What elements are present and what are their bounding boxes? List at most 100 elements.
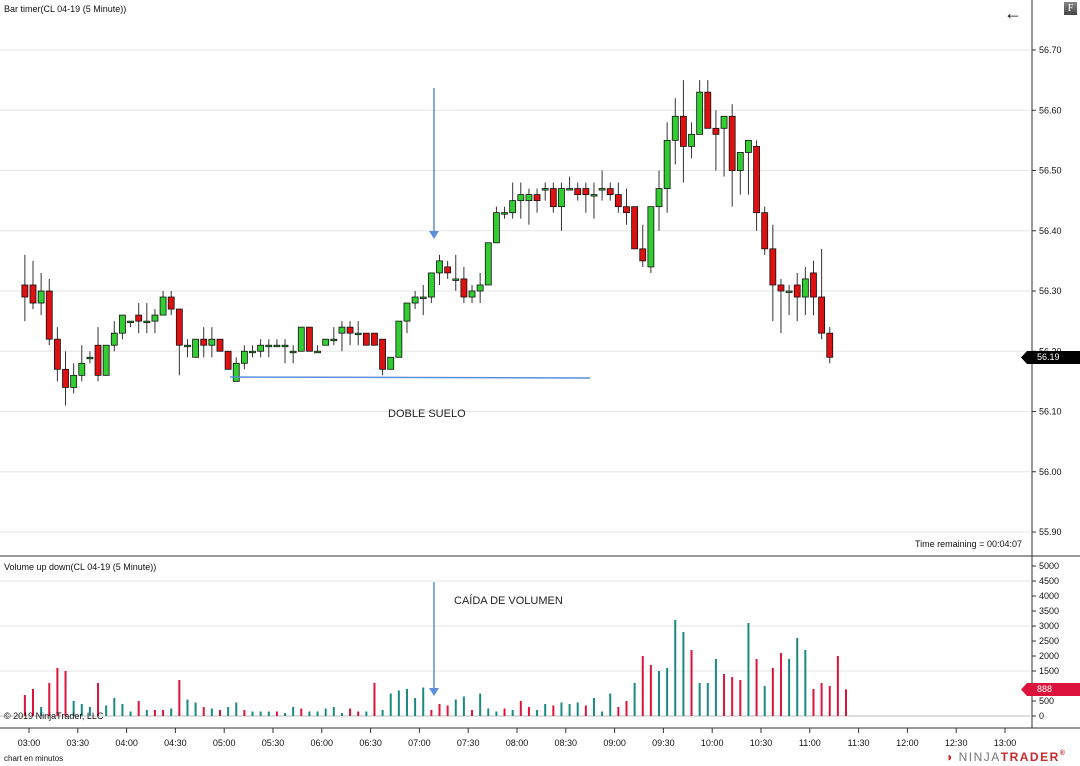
candle-body: [647, 206, 655, 268]
price-tick-label: 56.00: [1039, 467, 1062, 477]
candle-body: [761, 212, 769, 250]
candle-body: [102, 344, 110, 376]
volume-tick-label: 4500: [1039, 576, 1059, 586]
time-tick-label: 04:00: [115, 738, 138, 748]
candle-body: [192, 338, 200, 358]
candle-body: [240, 350, 248, 364]
candle-body: [110, 332, 118, 346]
candle-body: [566, 188, 573, 191]
price-arrow-head-icon: [429, 231, 439, 239]
back-arrow-icon[interactable]: ←: [1004, 3, 1022, 23]
candle-body: [436, 260, 443, 274]
candle-body: [338, 326, 346, 334]
candle-body: [484, 242, 492, 286]
candle-body: [614, 194, 622, 208]
volume-tick-label: 500: [1039, 696, 1054, 706]
ninjatrader-logo: ◑ NINJATRADER®: [945, 750, 1067, 764]
time-tick-label: 08:30: [555, 738, 578, 748]
price-tick-label: 55.90: [1039, 527, 1062, 537]
candle-body: [62, 368, 69, 388]
candle-body: [793, 284, 801, 298]
candle-body: [200, 338, 208, 346]
candle-body: [720, 115, 728, 129]
candle-body: [712, 127, 720, 135]
last-volume-value: 888: [1037, 684, 1053, 694]
candle-body: [509, 200, 517, 214]
candle-body: [224, 350, 232, 370]
last-price-tag: 56.19: [1027, 351, 1080, 364]
candle-body: [663, 139, 671, 189]
price-tick-label: 56.40: [1039, 226, 1062, 236]
double-bottom-label: DOBLE SUELO: [388, 408, 466, 420]
copyright: © 2019 NinjaTrader, LLC: [4, 711, 104, 721]
candle-body: [785, 290, 793, 293]
candle-body: [533, 194, 541, 202]
candle-body: [680, 115, 687, 147]
time-tick-label: 05:00: [213, 738, 236, 748]
candle-body: [379, 338, 386, 370]
candle-body: [175, 308, 183, 346]
candle-body: [86, 356, 94, 360]
candle-body: [501, 212, 508, 215]
candle-body: [696, 91, 704, 135]
time-tick-label: 05:30: [262, 738, 285, 748]
candle-body: [135, 314, 143, 322]
candle-body: [671, 115, 679, 141]
candle-body: [208, 338, 216, 346]
volume-tick-label: 2000: [1039, 651, 1059, 661]
candle-body: [606, 188, 614, 195]
candle-body: [452, 278, 460, 281]
candle-body: [143, 320, 151, 324]
time-tick-label: 11:30: [848, 738, 870, 748]
time-tick-label: 03:30: [67, 738, 90, 748]
volume-tick-label: 2500: [1039, 636, 1059, 646]
candle-body: [704, 91, 712, 129]
candle-body: [517, 194, 525, 202]
candle-body: [419, 296, 427, 299]
candle-body: [362, 332, 370, 346]
price-tick-label: 56.50: [1039, 166, 1062, 176]
ninjatrader-logo-icon: ◑: [945, 750, 954, 764]
candle-body: [631, 206, 639, 250]
price-tick-label: 56.30: [1039, 286, 1062, 296]
candle-body: [810, 272, 817, 298]
candle-body: [273, 344, 281, 348]
candle-body: [549, 188, 557, 208]
candle-body: [427, 272, 435, 298]
price-panel-title: Bar timer(CL 04-19 (5 Minute)): [4, 4, 127, 14]
candle-body: [216, 338, 224, 352]
time-tick-label: 07:00: [408, 738, 431, 748]
time-tick-label: 04:30: [164, 738, 187, 748]
candle-body: [395, 320, 403, 358]
time-tick-label: 03:00: [18, 738, 41, 748]
candle-body: [249, 350, 256, 354]
candle-body: [159, 296, 167, 316]
time-tick-label: 06:30: [359, 738, 382, 748]
volume-drop-label: CAÍDA DE VOLUMEN: [454, 595, 563, 607]
ff-button[interactable]: F: [1064, 2, 1077, 15]
candle-body: [37, 290, 45, 304]
candle-body: [558, 188, 565, 208]
candle-body: [289, 350, 297, 354]
volume-tick-label: 3500: [1039, 606, 1059, 616]
time-tick-label: 06:00: [311, 738, 334, 748]
price-tick-label: 56.10: [1039, 407, 1062, 417]
double-bottom-line: [229, 376, 591, 379]
time-tick-label: 12:00: [896, 738, 919, 748]
time-tick-label: 10:00: [701, 738, 724, 748]
candle-body: [387, 356, 395, 370]
candle-body: [655, 188, 663, 208]
candle-body: [297, 326, 305, 352]
price-tick-label: 56.70: [1039, 45, 1062, 55]
candle-body: [444, 266, 452, 274]
time-tick-label: 13:00: [994, 738, 1017, 748]
candle-body: [590, 194, 598, 197]
time-tick-label: 08:00: [506, 738, 529, 748]
candle-body: [688, 133, 695, 147]
candle-body: [777, 284, 785, 292]
candle-body: [493, 212, 500, 244]
price-tick-label: 56.60: [1039, 105, 1062, 115]
volume-tick-label: 4000: [1039, 591, 1059, 601]
candle-body: [371, 332, 378, 346]
